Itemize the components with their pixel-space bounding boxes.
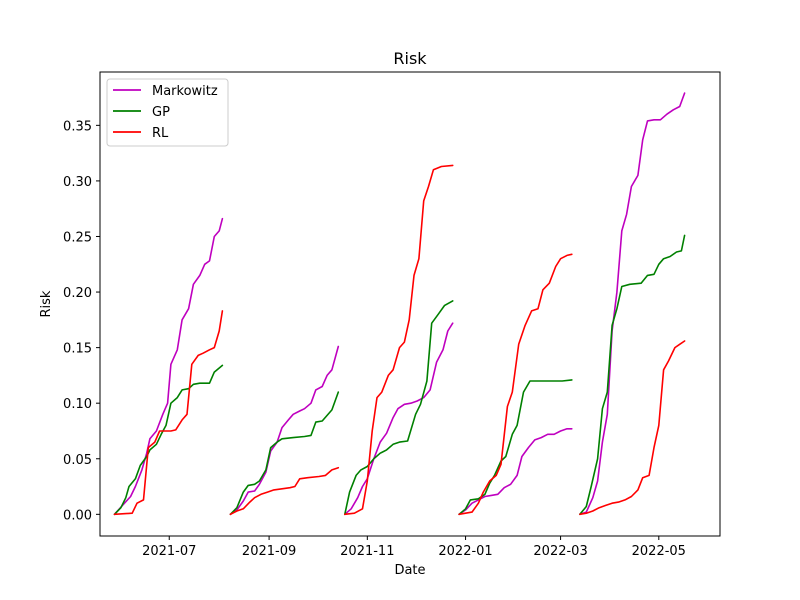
series-markowitz-line-5 — [579, 92, 686, 516]
series-rl — [113, 164, 686, 516]
series-gp — [113, 234, 686, 516]
series-gp-line-1 — [113, 364, 224, 516]
legend-label-rl: RL — [152, 126, 169, 141]
series-rl-line-5 — [579, 340, 686, 516]
y-axis-ticks: 0.00 0.05 0.10 0.15 0.20 0.25 0.30 0.35 — [63, 119, 100, 523]
series-markowitz-line-4 — [458, 428, 573, 516]
chart-title: Risk — [393, 49, 427, 68]
y-tick-label: 0.30 — [63, 175, 92, 190]
series-gp-line-5 — [579, 234, 686, 516]
x-axis-ticks: 2021-07 2021-09 2021-11 2022-01 2022-03 2022-… — [142, 536, 686, 559]
legend-box — [106, 78, 229, 147]
y-tick-label: 0.10 — [63, 397, 92, 412]
series-rl-line-4 — [458, 253, 573, 516]
plot-frame — [99, 71, 721, 537]
y-tick-label: 0.20 — [63, 286, 92, 301]
series-gp-line-3 — [344, 300, 454, 516]
series-gp-line-2 — [229, 391, 340, 516]
y-tick-label: 0.35 — [63, 119, 92, 134]
x-tick-label: 2022-03 — [533, 544, 587, 559]
series-markowitz-line-3 — [344, 322, 454, 516]
legend-label-gp: GP — [152, 105, 170, 120]
x-tick-label: 2022-05 — [632, 544, 686, 559]
legend-label-markowitz: Markowitz — [152, 84, 218, 99]
series-gp-line-4 — [458, 379, 573, 516]
x-tick-label: 2021-07 — [142, 544, 196, 559]
y-axis-title: Risk — [39, 290, 54, 317]
series-markowitz-line-2 — [229, 345, 340, 516]
series-markowitz — [113, 92, 686, 516]
x-tick-label: 2021-09 — [242, 544, 296, 559]
x-tick-label: 2021-11 — [340, 544, 394, 559]
series-layer — [113, 92, 686, 516]
series-markowitz-line-1 — [113, 217, 224, 516]
x-tick-label: 2022-01 — [438, 544, 492, 559]
series-rl-line-1 — [113, 310, 224, 516]
series-rl-line-2 — [229, 466, 340, 516]
y-tick-label: 0.00 — [63, 508, 92, 523]
series-rl-line-3 — [344, 164, 454, 516]
y-tick-label: 0.05 — [63, 453, 92, 468]
y-tick-label: 0.15 — [63, 342, 92, 357]
x-axis-title: Date — [394, 563, 425, 578]
legend: Markowitz GP RL — [106, 78, 229, 147]
y-tick-label: 0.25 — [63, 230, 92, 245]
